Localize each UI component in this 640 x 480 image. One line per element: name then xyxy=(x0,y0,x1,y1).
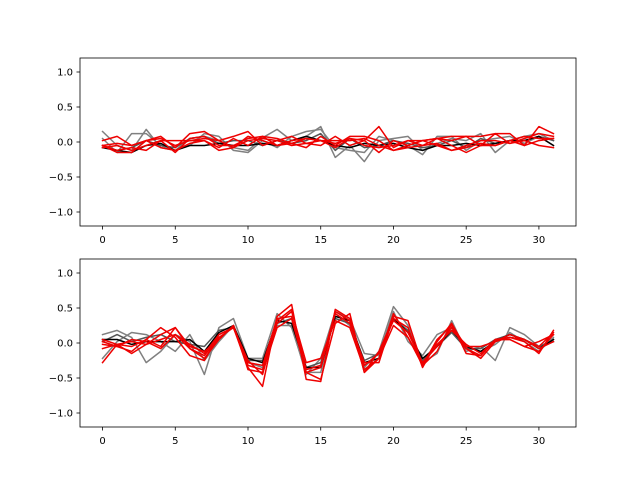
y-tick-label: −1.0 xyxy=(49,208,73,219)
top-subplot: 0 5 10 15 20 25 30 −1.0 −0.5 0.0 0.5 1.0 xyxy=(49,57,577,246)
x-tick-label: 30 xyxy=(533,436,546,447)
x-tick-label: 10 xyxy=(242,436,255,447)
series-line-8 xyxy=(101,312,555,374)
y-tick-label: 0.5 xyxy=(57,304,73,315)
y-tick-label: 1.0 xyxy=(57,68,73,79)
y-tick-label: 0.5 xyxy=(57,103,73,114)
x-tick-label: 0 xyxy=(99,436,105,447)
x-tick-label: 0 xyxy=(99,235,105,246)
x-tick-label: 25 xyxy=(460,235,473,246)
series-group xyxy=(101,125,555,163)
x-tick-label: 15 xyxy=(314,436,327,447)
x-tick-label: 20 xyxy=(387,235,400,246)
y-tick-label: −1.0 xyxy=(49,409,73,420)
bottom-subplot: 0 5 10 15 20 25 30 −1.0 −0.5 0.0 0.5 1.0 xyxy=(49,258,577,447)
y-tick-label: 0.0 xyxy=(57,339,73,350)
y-tick-label: −0.5 xyxy=(49,173,73,184)
x-tick-label: 25 xyxy=(460,436,473,447)
x-tick-label: 20 xyxy=(387,436,400,447)
series-line-7 xyxy=(101,137,555,152)
series-line-8 xyxy=(101,132,555,154)
y-tick-label: −0.5 xyxy=(49,374,73,385)
x-tick-label: 10 xyxy=(242,235,255,246)
x-tick-label: 15 xyxy=(314,235,327,246)
x-tick-label: 5 xyxy=(172,235,178,246)
y-tick-label: 0.0 xyxy=(57,138,73,149)
x-tick-label: 5 xyxy=(172,436,178,447)
x-tick-label: 30 xyxy=(533,235,546,246)
y-tick-label: 1.0 xyxy=(57,269,73,280)
series-group xyxy=(101,303,555,388)
